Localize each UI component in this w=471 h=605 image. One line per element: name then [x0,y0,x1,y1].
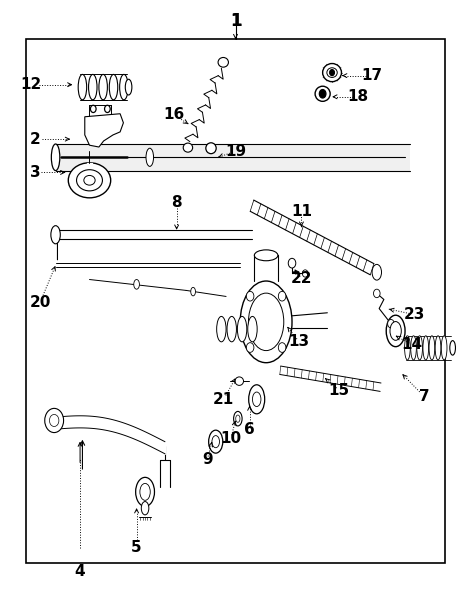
Circle shape [302,270,308,277]
Ellipse shape [435,336,441,360]
Circle shape [278,292,286,301]
Text: 21: 21 [213,392,235,407]
Text: 20: 20 [29,295,51,310]
Ellipse shape [315,87,330,102]
Text: 1: 1 [230,12,241,30]
Circle shape [49,414,59,427]
Ellipse shape [51,144,60,171]
Circle shape [246,342,254,352]
Ellipse shape [218,57,228,67]
Ellipse shape [248,316,257,342]
Circle shape [105,105,110,113]
Ellipse shape [240,281,292,362]
Ellipse shape [227,316,236,342]
Text: 2: 2 [30,132,41,146]
Text: 23: 23 [404,307,425,322]
Ellipse shape [136,477,154,506]
Text: 4: 4 [75,564,85,579]
Circle shape [374,289,380,298]
Ellipse shape [372,264,382,280]
Ellipse shape [234,411,242,426]
Ellipse shape [78,74,87,100]
Ellipse shape [237,316,247,342]
Ellipse shape [217,316,226,342]
Ellipse shape [323,64,341,82]
Ellipse shape [390,322,401,340]
Ellipse shape [146,148,154,166]
Text: 8: 8 [171,195,182,210]
Text: 22: 22 [291,271,312,286]
Text: 1: 1 [230,12,241,30]
Ellipse shape [450,341,455,355]
Ellipse shape [209,430,223,453]
Text: 13: 13 [289,335,309,349]
Ellipse shape [248,293,284,350]
Ellipse shape [183,143,193,152]
Circle shape [90,105,96,113]
Ellipse shape [411,336,416,360]
Ellipse shape [141,502,149,515]
Bar [56,144,410,171]
Ellipse shape [386,315,405,347]
Text: 12: 12 [20,77,41,92]
Text: 18: 18 [348,90,368,104]
Ellipse shape [68,163,111,198]
Circle shape [288,258,296,268]
Ellipse shape [76,170,103,191]
Text: 14: 14 [402,338,422,352]
Ellipse shape [140,483,150,500]
Ellipse shape [109,74,118,100]
Ellipse shape [236,415,240,422]
Ellipse shape [417,336,422,360]
Text: 5: 5 [131,540,142,555]
Ellipse shape [405,336,410,360]
Polygon shape [85,114,123,147]
Ellipse shape [423,336,429,360]
Ellipse shape [84,175,95,185]
Text: 7: 7 [419,389,429,404]
Ellipse shape [99,74,107,100]
Ellipse shape [134,280,139,289]
Text: 9: 9 [202,453,212,467]
Ellipse shape [429,336,435,360]
Text: 11: 11 [291,204,312,219]
Text: 15: 15 [329,383,349,397]
Ellipse shape [51,226,60,244]
Text: 19: 19 [225,144,246,159]
Circle shape [388,319,394,328]
Ellipse shape [191,287,195,296]
Ellipse shape [441,336,447,360]
Circle shape [45,408,64,433]
Circle shape [278,342,286,352]
Ellipse shape [125,79,132,95]
Circle shape [246,292,254,301]
Text: 16: 16 [163,108,185,122]
Text: 17: 17 [362,68,382,83]
Text: 3: 3 [30,165,41,180]
Bar [26,39,445,563]
Ellipse shape [254,250,278,261]
Ellipse shape [212,436,219,448]
Ellipse shape [252,392,261,407]
Ellipse shape [235,377,244,385]
Ellipse shape [327,68,337,77]
Text: 10: 10 [220,431,241,446]
Ellipse shape [249,385,265,414]
Circle shape [319,90,326,98]
Ellipse shape [120,74,128,100]
Circle shape [330,70,334,76]
Text: 6: 6 [244,422,255,437]
Ellipse shape [206,143,216,154]
Ellipse shape [89,74,97,100]
